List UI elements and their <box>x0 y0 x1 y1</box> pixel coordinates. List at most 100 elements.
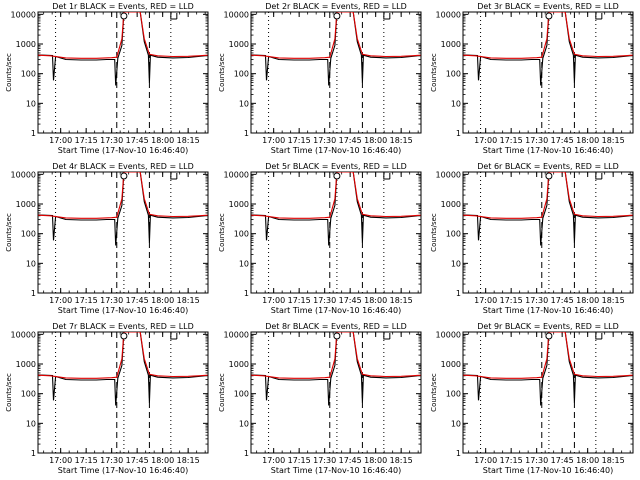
x-tick-label: 18:00 <box>576 456 599 465</box>
x-tick-label: 18:00 <box>364 296 387 305</box>
chart-panel: Det 5r BLACK = Events, RED = LLD 1 10 100 10… <box>218 162 422 315</box>
y-tick-label: 100 <box>21 70 36 79</box>
x-tick-label: 17:00 <box>262 456 285 465</box>
x-tick-label: 18:00 <box>151 456 174 465</box>
plot-frame <box>250 11 422 134</box>
y-tick-label: 10 <box>239 259 249 268</box>
plot-frame <box>250 331 422 454</box>
x-tick-label: 18:15 <box>390 296 413 305</box>
y-axis-label: Counts/sec <box>5 373 13 412</box>
y-tick-label: 1000 <box>441 360 461 369</box>
y-tick-label: 1000 <box>229 360 249 369</box>
series-line-events <box>251 12 421 86</box>
marker-bracket <box>383 333 390 340</box>
y-tick-label: 1 <box>244 129 249 138</box>
x-tick-label: 18:00 <box>576 136 599 145</box>
y-tick-label: 10 <box>26 99 36 108</box>
x-tick-label: 18:15 <box>390 136 413 145</box>
panel-title: Det 3r BLACK = Events, RED = LLD <box>477 2 619 11</box>
y-tick-label: 10 <box>239 99 249 108</box>
x-tick-label: 18:15 <box>602 136 625 145</box>
x-tick-label: 17:30 <box>100 296 123 305</box>
x-tick-label: 17:45 <box>551 296 574 305</box>
x-tick-label: 17:30 <box>313 296 336 305</box>
series-line-lld <box>38 332 208 379</box>
x-tick-label: 17:45 <box>339 136 362 145</box>
plot-frame <box>462 11 634 134</box>
series-line-events <box>463 12 633 86</box>
x-axis-label: Start Time (17-Nov-10 16:46:40) <box>58 306 188 315</box>
x-tick-label: 17:30 <box>525 296 548 305</box>
x-tick-label: 17:15 <box>288 296 311 305</box>
y-tick-label: 10000 <box>11 10 36 19</box>
panel-title: Det 1r BLACK = Events, RED = LLD <box>52 2 194 11</box>
x-tick-label: 18:00 <box>364 136 387 145</box>
x-tick-label: 18:15 <box>602 456 625 465</box>
y-tick-label: 10000 <box>224 330 249 339</box>
plot-frame <box>462 331 634 454</box>
marker-bracket <box>595 173 602 180</box>
series-line-events <box>463 332 633 406</box>
y-tick-label: 1000 <box>16 40 36 49</box>
x-axis-label: Start Time (17-Nov-10 16:46:40) <box>271 306 401 315</box>
marker-bracket <box>170 333 177 340</box>
plot-frame <box>37 331 209 454</box>
x-tick-label: 17:00 <box>49 136 72 145</box>
y-tick-label: 10 <box>451 259 461 268</box>
chart-panel: Det 7r BLACK = Events, RED = LLD 1 10 100 10… <box>5 322 209 475</box>
y-tick-label: 10000 <box>224 10 249 19</box>
series-line-lld <box>251 172 421 219</box>
series-line-lld <box>38 172 208 219</box>
x-tick-label: 17:45 <box>339 456 362 465</box>
x-tick-label: 17:00 <box>262 136 285 145</box>
y-axis-label: Counts/sec <box>218 213 226 252</box>
series-group <box>463 172 633 246</box>
y-tick-label: 1 <box>31 449 36 458</box>
y-tick-label: 1 <box>456 449 461 458</box>
plot-frame <box>250 171 422 294</box>
x-axis-label: Start Time (17-Nov-10 16:46:40) <box>483 306 613 315</box>
series-line-lld <box>463 332 633 379</box>
x-tick-label: 17:30 <box>313 136 336 145</box>
x-tick-label: 17:15 <box>288 456 311 465</box>
x-tick-label: 17:30 <box>313 456 336 465</box>
x-tick-label: 17:00 <box>474 456 497 465</box>
y-tick-label: 10000 <box>436 330 461 339</box>
y-tick-label: 1000 <box>16 360 36 369</box>
y-tick-label: 100 <box>21 390 36 399</box>
marker-circle <box>545 332 553 340</box>
series-line-events <box>463 172 633 246</box>
x-tick-label: 17:00 <box>49 456 72 465</box>
chart-panel: Det 4r BLACK = Events, RED = LLD 1 10 100 10… <box>5 162 209 315</box>
x-tick-label: 18:15 <box>390 456 413 465</box>
marker-circle <box>120 332 128 340</box>
y-tick-label: 10 <box>239 419 249 428</box>
marker-circle <box>545 12 553 20</box>
series-line-lld <box>251 332 421 379</box>
x-tick-label: 17:15 <box>75 456 98 465</box>
x-axis-label: Start Time (17-Nov-10 16:46:40) <box>58 466 188 475</box>
x-axis-label: Start Time (17-Nov-10 16:46:40) <box>58 146 188 155</box>
marker-bracket <box>170 13 177 20</box>
x-tick-label: 17:15 <box>500 296 523 305</box>
x-tick-label: 17:30 <box>100 136 123 145</box>
y-tick-label: 10000 <box>224 170 249 179</box>
x-tick-label: 17:45 <box>551 136 574 145</box>
series-line-lld <box>463 12 633 59</box>
x-tick-label: 17:45 <box>126 136 149 145</box>
chart-panel: Det 6r BLACK = Events, RED = LLD 1 10 100 10… <box>430 162 634 315</box>
panel-title: Det 6r BLACK = Events, RED = LLD <box>477 162 619 171</box>
y-tick-label: 10 <box>451 99 461 108</box>
marker-bracket <box>595 13 602 20</box>
x-tick-label: 17:15 <box>500 136 523 145</box>
series-line-events <box>251 172 421 246</box>
x-tick-label: 17:30 <box>525 136 548 145</box>
y-axis-label: Counts/sec <box>5 53 13 92</box>
x-tick-label: 17:45 <box>126 456 149 465</box>
series-line-lld <box>463 172 633 219</box>
x-tick-label: 17:45 <box>339 296 362 305</box>
x-tick-label: 17:45 <box>551 456 574 465</box>
chart-panel: Det 1r BLACK = Events, RED = LLD 1 10 100 10… <box>5 2 209 155</box>
x-tick-label: 17:15 <box>500 456 523 465</box>
panel-title: Det 7r BLACK = Events, RED = LLD <box>52 322 194 331</box>
